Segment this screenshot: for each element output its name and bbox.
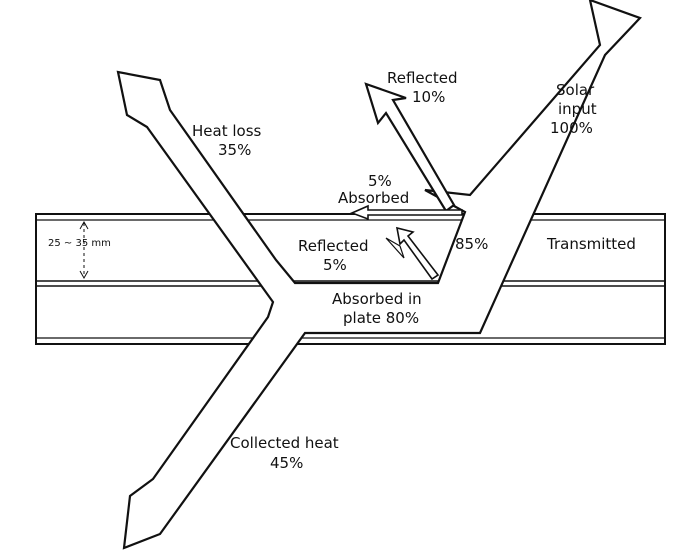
solar-input-label-line2: input bbox=[558, 100, 597, 118]
reflected-5-percent: 5% bbox=[323, 256, 347, 274]
absorbed-in-plate-label-line1: Absorbed in bbox=[332, 290, 422, 308]
transmitted-percent: 85% bbox=[455, 235, 488, 253]
absorbed-5-percent: 5% bbox=[368, 172, 392, 190]
reflected-top-percent: 10% bbox=[412, 88, 445, 106]
collected-heat-percent: 45% bbox=[270, 454, 303, 472]
gap-dimension-label: 25 ~ 35 mm bbox=[48, 238, 111, 249]
solar-input-percent: 100% bbox=[550, 119, 593, 137]
reflected-5-label: Reflected bbox=[298, 237, 369, 255]
solar-input-label-line1: Solar bbox=[556, 81, 595, 99]
reflected-5-arrow bbox=[385, 226, 440, 281]
transmitted-label: Transmitted bbox=[546, 235, 636, 253]
heat-loss-percent: 35% bbox=[218, 141, 251, 159]
reflected-10-arrow bbox=[364, 82, 456, 213]
gap-dimension bbox=[79, 220, 89, 280]
absorbed-in-plate-label-line2: plate 80% bbox=[343, 309, 419, 327]
reflected-top-label: Reflected bbox=[387, 69, 458, 87]
energy-flow-band bbox=[116, 0, 642, 550]
absorbed-5-arrow bbox=[349, 204, 463, 221]
absorbed-5-label: Absorbed bbox=[338, 189, 409, 207]
collector-outline bbox=[35, 213, 666, 345]
heat-loss-label: Heat loss bbox=[192, 122, 262, 140]
collected-heat-label: Collected heat bbox=[230, 434, 339, 452]
